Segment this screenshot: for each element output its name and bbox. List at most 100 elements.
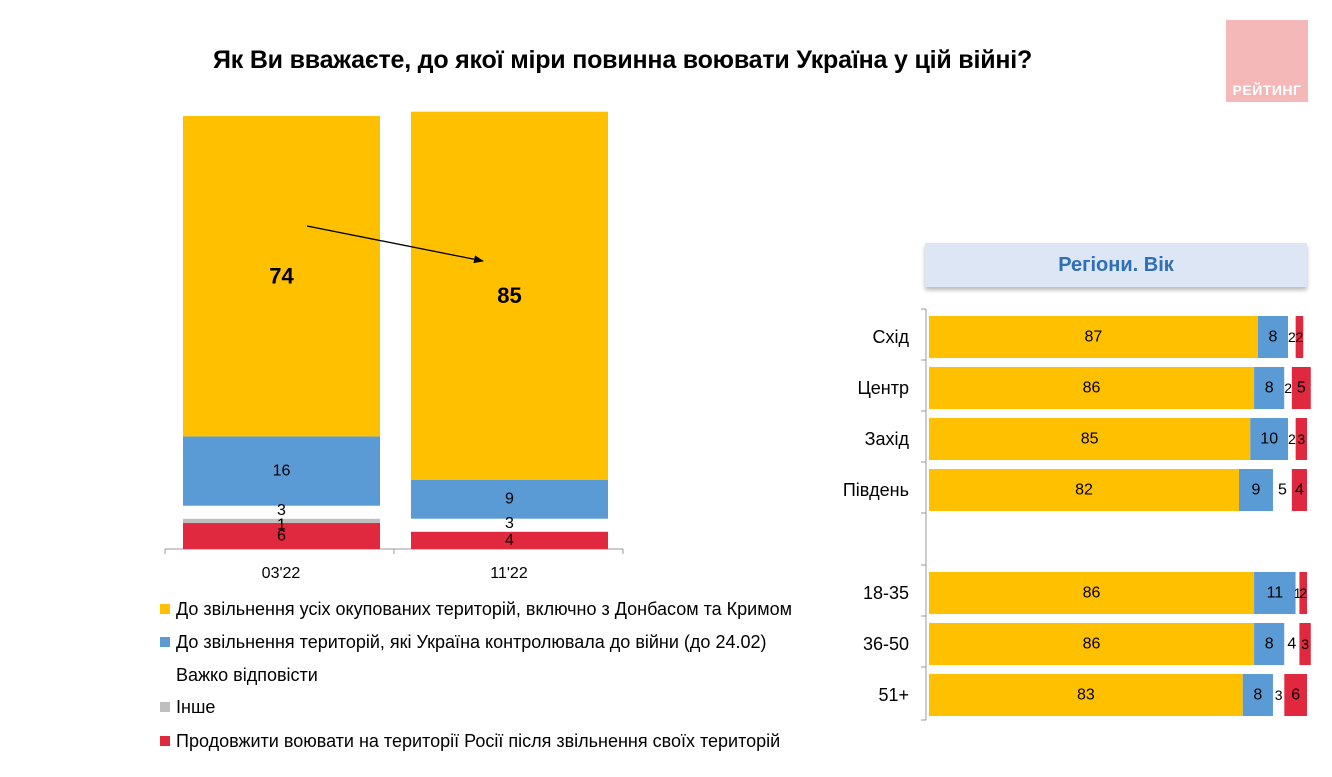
data-label-0322-series-4: 6 bbox=[277, 528, 286, 545]
bar-0322-series-4 bbox=[183, 523, 380, 549]
hbar-label-row-6-series-2: 3 bbox=[1275, 687, 1283, 703]
hbar-label-row-6-series-1: 8 bbox=[1253, 687, 1262, 704]
hbar-label-row-2-series-0: 85 bbox=[1081, 431, 1099, 448]
bar-0322-series-2 bbox=[183, 505, 380, 519]
legend-swatch bbox=[160, 604, 170, 614]
regions-age-panel-header: Регіони. Вік bbox=[925, 243, 1307, 287]
hbar-row-6-series-1 bbox=[1242, 674, 1273, 716]
hbar-row-2-series-3 bbox=[1295, 418, 1307, 460]
hbar-label-row-4-series-0: 86 bbox=[1083, 585, 1101, 602]
data-label-1122-series-4: 4 bbox=[505, 532, 514, 549]
data-label-0322-series-0: 74 bbox=[269, 264, 294, 289]
row-label-3: Південь bbox=[843, 480, 909, 500]
row-label-6: 51+ bbox=[878, 685, 909, 705]
row-label-5: 36-50 bbox=[863, 634, 909, 654]
hbar-row-6-series-3 bbox=[1284, 674, 1307, 716]
hbar-row-4-series-0 bbox=[929, 572, 1255, 614]
hbar-row-3-series-3 bbox=[1291, 469, 1307, 511]
legend-swatch bbox=[160, 637, 170, 647]
hbar-row-1-series-2 bbox=[1284, 367, 1292, 409]
bar-1122-series-0 bbox=[411, 111, 608, 480]
legend-label: До звільнення територій, які Україна кон… bbox=[176, 632, 767, 652]
hbar-label-row-1-series-3: 5 bbox=[1297, 380, 1306, 397]
hbar-label-row-0-series-1: 8 bbox=[1269, 329, 1278, 346]
bar-1122-series-1 bbox=[411, 479, 608, 519]
data-label-0322-series-2: 3 bbox=[277, 502, 286, 519]
hbar-label-row-5-series-3: 3 bbox=[1301, 636, 1309, 652]
hbar-label-row-1-series-2: 2 bbox=[1284, 380, 1292, 396]
category-label: 03'22 bbox=[262, 565, 301, 582]
hbar-label-row-0-series-2: 2 bbox=[1288, 329, 1296, 345]
hbar-row-2-series-1 bbox=[1250, 418, 1289, 460]
hbar-row-5-series-2 bbox=[1284, 623, 1300, 665]
hbar-row-0-series-2 bbox=[1288, 316, 1296, 358]
hbar-label-row-0-series-3: 2 bbox=[1296, 329, 1304, 345]
hbar-row-1-series-0 bbox=[929, 367, 1255, 409]
trend-arrow bbox=[306, 225, 484, 264]
hbar-row-6-series-2 bbox=[1272, 674, 1285, 716]
data-label-0322-series-3: 1 bbox=[277, 516, 286, 533]
hbar-label-row-6-series-0: 83 bbox=[1077, 687, 1095, 704]
hbar-row-3-series-0 bbox=[929, 469, 1239, 511]
hbar-row-0-series-0 bbox=[929, 316, 1258, 358]
data-label-1122-series-0: 85 bbox=[497, 283, 521, 308]
bar-1122-series-2 bbox=[411, 518, 608, 532]
bar-0322-series-3 bbox=[183, 518, 380, 524]
legend-swatch bbox=[160, 670, 170, 680]
hbar-row-2-series-0 bbox=[929, 418, 1251, 460]
hbar-label-row-5-series-1: 8 bbox=[1265, 636, 1274, 653]
hbar-label-row-6-series-3: 6 bbox=[1291, 687, 1300, 704]
hbar-label-row-2-series-3: 3 bbox=[1297, 431, 1305, 447]
hbar-row-5-series-3 bbox=[1299, 623, 1311, 665]
hbar-row-4-series-1 bbox=[1254, 572, 1296, 614]
hbar-label-row-2-series-2: 2 bbox=[1288, 431, 1296, 447]
hbar-label-row-4-series-2: 1 bbox=[1294, 585, 1302, 601]
hbar-label-row-1-series-1: 8 bbox=[1265, 380, 1274, 397]
row-label-1: Центр bbox=[857, 378, 909, 398]
hbar-label-row-3-series-2: 5 bbox=[1278, 482, 1287, 499]
hbar-row-5-series-1 bbox=[1254, 623, 1285, 665]
hbar-label-row-0-series-0: 87 bbox=[1085, 329, 1103, 346]
hbar-row-6-series-0 bbox=[929, 674, 1243, 716]
hbar-label-row-2-series-1: 10 bbox=[1260, 431, 1278, 448]
hbar-label-row-3-series-0: 82 bbox=[1075, 482, 1093, 499]
legend-label: До звільнення усіх окупованих територій,… bbox=[176, 599, 792, 619]
hbar-label-row-5-series-0: 86 bbox=[1083, 636, 1101, 653]
legend-label: Інше bbox=[176, 697, 216, 717]
hbar-row-5-series-0 bbox=[929, 623, 1255, 665]
row-label-0: Схід bbox=[872, 327, 909, 347]
panel-title: Регіони. Вік bbox=[1058, 254, 1174, 276]
bar-0322-series-1 bbox=[183, 436, 380, 506]
category-label: 11'22 bbox=[490, 565, 528, 582]
row-label-4: 18-35 bbox=[863, 583, 909, 603]
legend-swatch bbox=[160, 702, 170, 712]
legend-swatch bbox=[160, 736, 170, 746]
hbar-label-row-4-series-1: 11 bbox=[1267, 585, 1284, 602]
chart-title: Як Ви вважаєте, до якої міри повинна вою… bbox=[213, 46, 1033, 74]
hbar-row-3-series-2 bbox=[1272, 469, 1292, 511]
legend-label: Продовжити воювати на території Росії пі… bbox=[176, 731, 781, 751]
data-label-0322-series-1: 16 bbox=[273, 463, 291, 480]
data-label-1122-series-2: 3 bbox=[505, 515, 514, 532]
hbar-row-1-series-3 bbox=[1291, 367, 1311, 409]
hbar-row-1-series-1 bbox=[1254, 367, 1285, 409]
hbar-label-row-5-series-2: 4 bbox=[1287, 636, 1296, 653]
legend-label: Важко відповісти bbox=[176, 665, 318, 685]
row-label-2: Захід bbox=[865, 429, 910, 449]
hbar-row-4-series-2 bbox=[1295, 572, 1300, 614]
data-label-1122-series-1: 9 bbox=[505, 491, 514, 508]
hbar-label-row-3-series-3: 4 bbox=[1295, 482, 1304, 499]
hbar-row-4-series-3 bbox=[1299, 572, 1307, 614]
hbar-label-row-3-series-1: 9 bbox=[1252, 482, 1261, 499]
hbar-row-3-series-1 bbox=[1238, 469, 1273, 511]
hbar-row-0-series-1 bbox=[1257, 316, 1289, 358]
rating-logo: РЕЙТИНГ bbox=[1226, 20, 1308, 102]
hbar-row-2-series-2 bbox=[1288, 418, 1296, 460]
hbar-label-row-4-series-3: 2 bbox=[1299, 585, 1307, 601]
logo-text: РЕЙТИНГ bbox=[1232, 82, 1302, 98]
hbar-label-row-1-series-0: 86 bbox=[1083, 380, 1101, 397]
bar-0322-series-0 bbox=[183, 116, 380, 437]
